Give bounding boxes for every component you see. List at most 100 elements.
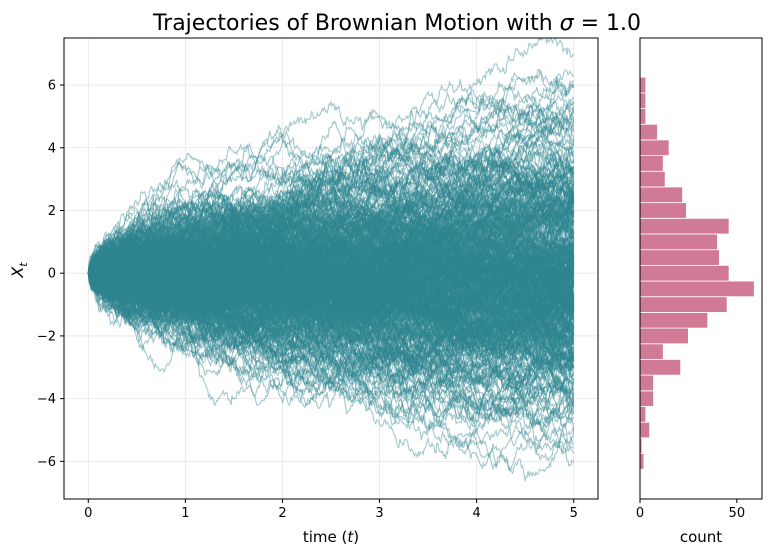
trajectory-path-121 (87, 255, 575, 342)
trajectory-path-285 (87, 184, 575, 297)
trajectory-path-366 (87, 188, 575, 282)
trajectory-path-40 (88, 258, 575, 332)
trajectory-path-114 (87, 149, 575, 275)
trajectory-path-160 (87, 210, 575, 315)
trajectory-path-356 (88, 222, 574, 326)
trajectory-path-380 (87, 106, 575, 275)
trajectory-path-74 (87, 69, 575, 280)
trajectory-path-241 (87, 115, 575, 281)
trajectory-path-63 (87, 157, 574, 320)
trajectory-path-185 (87, 267, 574, 395)
trajectory-path-25 (87, 212, 575, 334)
trajectory-path-80 (87, 262, 575, 352)
trajectory-path-3 (87, 229, 575, 308)
x-tick-label-3: 3 (375, 506, 383, 521)
trajectory-path-72 (87, 183, 575, 334)
trajectory-path-135 (88, 229, 575, 327)
trajectory-path-339 (87, 246, 575, 313)
trajectory-path-56 (87, 189, 575, 307)
trajectory-path-287 (87, 250, 575, 315)
trajectory-path-313 (87, 248, 575, 372)
trajectory-path-279 (87, 221, 574, 320)
trajectory-path-253 (87, 254, 575, 326)
trajectory-path-250 (88, 219, 575, 309)
trajectory-path-381 (87, 223, 575, 315)
histogram-bar-13 (639, 249, 720, 266)
trajectory-path-45 (87, 207, 574, 285)
trajectory-path-85 (87, 160, 575, 306)
trajectory-path-267 (87, 248, 574, 329)
trajectory-path-181 (87, 155, 575, 283)
trajectory-path-69 (87, 253, 575, 321)
x-tick-label-5: 5 (570, 506, 578, 521)
trajectory-path-354 (87, 261, 574, 329)
trajectory-path-106 (87, 176, 575, 306)
trajectory-path-157 (87, 206, 575, 281)
trajectory-path-367 (87, 245, 574, 316)
trajectory-path-93 (87, 202, 574, 299)
histogram-bar-14 (639, 233, 718, 251)
trajectory-path-110 (88, 261, 574, 436)
trajectory-path-97 (87, 145, 575, 280)
trajectory-path-208 (87, 192, 575, 274)
trajectory-path-377 (87, 270, 575, 369)
histogram-bar-22 (639, 108, 647, 125)
chart-title: Trajectories of Brownian Motion with σ =… (152, 11, 641, 36)
trajectory-path-247 (87, 224, 575, 327)
trajectory-path-103 (87, 273, 575, 372)
trajectory-path-271 (87, 201, 575, 312)
trajectory-path-130 (88, 196, 575, 293)
trajectory-path-44 (87, 194, 575, 289)
trajectory-path-353 (88, 260, 575, 357)
trajectory-path-173 (87, 183, 575, 280)
trajectory-path-326 (87, 220, 575, 290)
trajectory-path-54 (87, 250, 575, 392)
trajectory-path-292 (87, 145, 575, 317)
trajectory-path-407 (87, 230, 575, 294)
trajectory-path-400 (87, 153, 575, 287)
trajectory-path-105 (87, 273, 575, 410)
trajectory-path-7 (88, 236, 575, 301)
trajectory-path-20 (87, 261, 574, 356)
trajectory-path-206 (87, 263, 575, 360)
trajectory-path-153 (87, 134, 575, 285)
trajectory-path-201 (87, 214, 575, 314)
histogram-bar-23 (639, 92, 647, 109)
trajectory-path-248 (87, 266, 574, 482)
trajectory-path-123 (87, 234, 575, 315)
trajectory-path-348 (87, 262, 575, 389)
trajectory-path-392 (87, 270, 575, 352)
trajectory-path-10 (87, 215, 575, 307)
trajectory-path-26 (87, 137, 575, 285)
trajectory-path-200 (87, 238, 575, 339)
trajectory-path-333 (87, 198, 575, 288)
trajectory-path-243 (87, 178, 575, 333)
trajectory-path-154 (87, 256, 575, 352)
trajectory-path-137 (87, 238, 575, 317)
histogram-bar-5 (639, 374, 654, 392)
trajectory-path-399 (87, 243, 575, 352)
trajectory-path-213 (87, 164, 575, 279)
trajectory-path-346 (87, 241, 575, 346)
trajectory-path-1 (87, 234, 575, 331)
trajectory-path-209 (87, 235, 575, 417)
trajectory-path-239 (87, 188, 575, 326)
trajectory-path-180 (87, 226, 575, 358)
trajectory-path-11 (87, 163, 575, 289)
y-tick-label-2: −2 (37, 329, 56, 344)
trajectory-path-254 (87, 260, 575, 355)
trajectory-path-195 (87, 246, 575, 374)
trajectory-path-340 (87, 228, 575, 320)
trajectory-path-256 (87, 167, 575, 278)
trajectory-path-309 (87, 246, 575, 333)
trajectory-path-115 (87, 227, 575, 318)
trajectory-path-231 (87, 230, 574, 330)
trajectory-path-146 (87, 183, 574, 274)
trajectory-path-198 (87, 232, 575, 304)
histogram-bar-17 (639, 186, 684, 204)
y-tick-label-1: −4 (37, 392, 56, 407)
trajectory-path-126 (87, 251, 574, 346)
trajectory-path-59 (87, 273, 575, 378)
trajectory-path-39 (87, 249, 575, 353)
trajectory-path-240 (88, 227, 575, 299)
